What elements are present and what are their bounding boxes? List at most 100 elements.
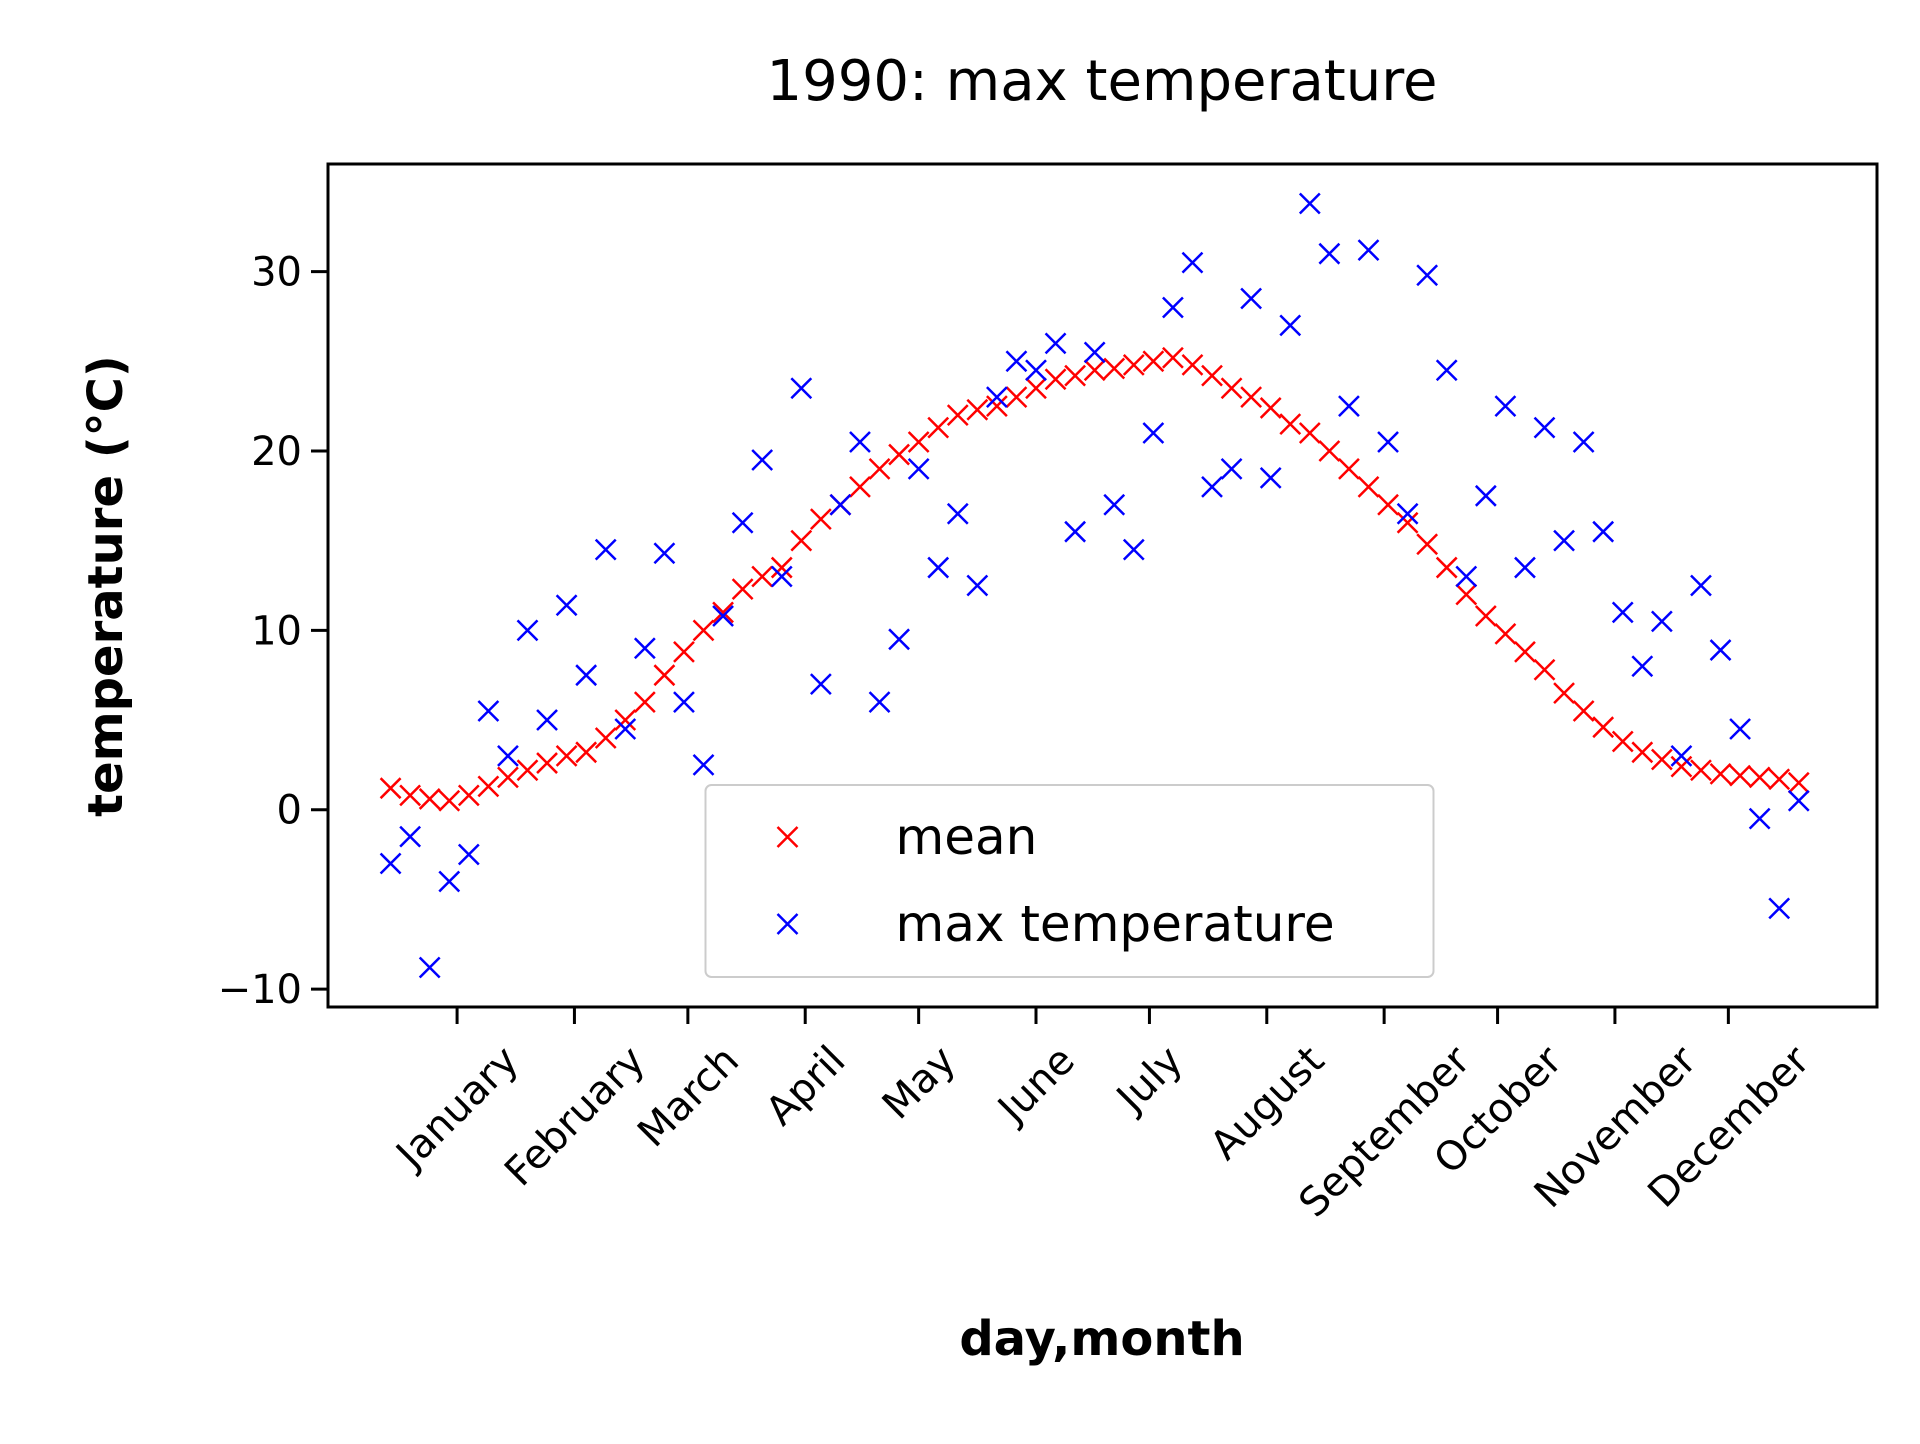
point — [1631, 655, 1654, 678]
point — [1357, 475, 1380, 498]
point — [1748, 766, 1771, 789]
point — [1690, 759, 1712, 782]
point — [1787, 789, 1810, 812]
point — [594, 727, 617, 749]
point — [946, 502, 969, 525]
point — [555, 594, 578, 617]
point — [477, 700, 500, 722]
point — [1083, 341, 1106, 364]
point — [1396, 511, 1419, 534]
point — [1318, 242, 1341, 265]
point — [1279, 413, 1302, 435]
x-tick-label: June — [988, 1037, 1084, 1133]
point — [1631, 741, 1654, 764]
y-tick-label: −10 — [218, 967, 302, 1013]
point — [1142, 350, 1165, 373]
point — [1142, 422, 1165, 444]
point — [1650, 748, 1673, 771]
point — [692, 753, 715, 776]
x-tick-label: April — [757, 1037, 854, 1134]
point — [809, 673, 832, 696]
point — [1494, 623, 1517, 645]
point — [1259, 397, 1282, 419]
point — [1298, 422, 1321, 444]
point — [1533, 416, 1556, 439]
point — [888, 628, 910, 651]
point — [1122, 354, 1145, 376]
point — [418, 788, 441, 810]
point — [1514, 556, 1536, 579]
point — [457, 843, 480, 866]
point — [1201, 364, 1223, 387]
point — [497, 766, 519, 789]
point — [1025, 377, 1047, 400]
point — [1220, 458, 1243, 480]
point — [1553, 682, 1575, 705]
chart-title: 1990: max temperature — [767, 49, 1438, 114]
point — [1122, 538, 1145, 561]
point — [497, 745, 519, 767]
point — [1611, 601, 1634, 624]
point — [1162, 296, 1184, 319]
point — [888, 443, 910, 466]
x-tick-label: July — [1106, 1037, 1192, 1123]
x-tick-label: May — [874, 1037, 965, 1128]
point — [1592, 520, 1615, 543]
point — [1455, 565, 1478, 588]
point — [692, 619, 715, 642]
point — [1533, 658, 1556, 681]
point — [1357, 239, 1380, 261]
legend-label: max temperature — [896, 895, 1335, 953]
point — [1162, 346, 1184, 369]
legend-label: mean — [896, 808, 1038, 866]
point — [438, 870, 461, 893]
point — [731, 578, 754, 600]
point — [868, 691, 891, 713]
point — [1768, 897, 1791, 920]
point — [1240, 386, 1263, 409]
point — [379, 852, 402, 875]
point — [1279, 314, 1302, 337]
point — [1240, 287, 1263, 310]
point — [536, 709, 558, 731]
point — [1709, 639, 1732, 661]
point — [1787, 771, 1810, 794]
point — [1435, 359, 1458, 382]
point — [614, 718, 637, 740]
legend-marker — [776, 913, 799, 935]
point — [1592, 716, 1615, 739]
point — [1044, 368, 1067, 391]
point — [1553, 529, 1575, 552]
plot-frame — [326, 162, 1879, 1009]
point — [516, 619, 539, 642]
point — [770, 565, 793, 588]
y-tick-label: 10 — [251, 608, 302, 654]
point — [1729, 718, 1751, 740]
point — [653, 542, 676, 565]
y-tick-label: 0 — [277, 788, 302, 834]
point — [849, 431, 871, 453]
point — [575, 664, 598, 687]
point — [1690, 574, 1712, 597]
point — [1416, 533, 1439, 556]
point — [927, 416, 950, 439]
point — [1064, 520, 1087, 543]
point — [966, 574, 989, 597]
legend-box — [704, 784, 1435, 978]
point — [399, 825, 422, 848]
point — [399, 784, 422, 807]
point — [927, 556, 950, 579]
point — [1670, 745, 1693, 767]
point — [809, 508, 832, 531]
point — [751, 565, 774, 588]
point — [1103, 357, 1126, 380]
point — [633, 691, 656, 713]
point — [1748, 807, 1771, 830]
point — [790, 529, 813, 552]
point — [516, 759, 539, 782]
point — [770, 556, 793, 579]
point — [1220, 377, 1243, 400]
point — [1670, 755, 1693, 778]
point — [790, 377, 813, 400]
point — [986, 395, 1008, 418]
